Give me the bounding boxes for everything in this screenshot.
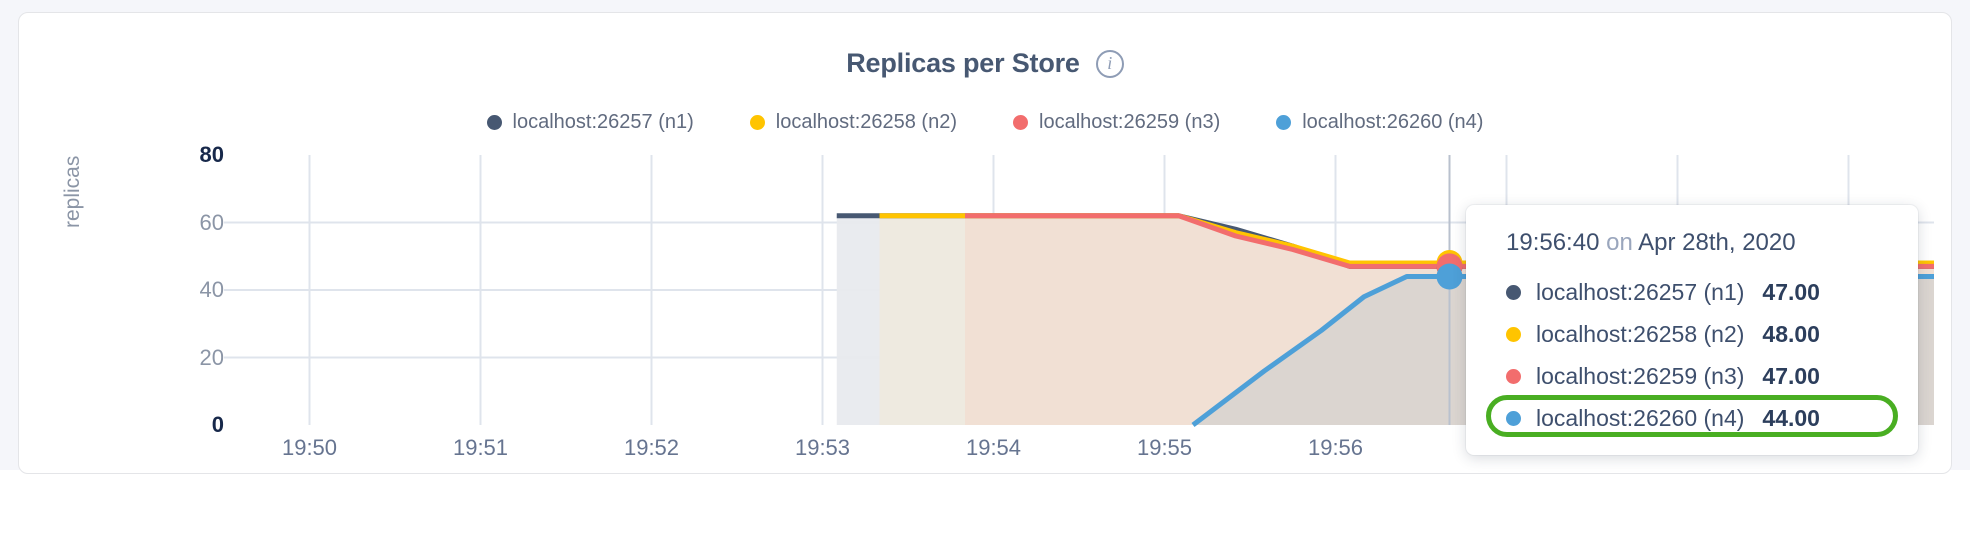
y-axis-ticks: 0 20 40 60 80 xyxy=(19,13,224,475)
tooltip-series-dot-icon xyxy=(1506,284,1521,300)
tooltip-series-label: localhost:26260 (n4) xyxy=(1536,404,1745,431)
tooltip-row: localhost:26259 (n3) 47.00 xyxy=(1466,355,1918,397)
chart-header: Replicas per Store i xyxy=(19,48,1951,79)
y-axis-tick-label: 80 xyxy=(199,142,224,167)
tooltip-series-dot-icon xyxy=(1506,410,1521,426)
legend-label: localhost:26258 (n2) xyxy=(775,111,957,133)
y-axis-tick-label: 60 xyxy=(199,209,224,235)
legend-label: localhost:26260 (n4) xyxy=(1302,111,1484,133)
x-axis-tick-label: 19:50 xyxy=(281,435,338,460)
tooltip-rows: localhost:26257 (n1) 47.00 localhost:26258… xyxy=(1466,271,1918,439)
legend-item-n1[interactable]: localhost:26257 (n1) xyxy=(486,111,694,134)
y-axis-tick-label: 40 xyxy=(199,277,224,302)
page-title: Replicas per Store xyxy=(846,48,1080,78)
x-axis-tick-label: 19:51 xyxy=(452,435,509,460)
tooltip-series-label: localhost:26258 (n2) xyxy=(1536,320,1745,347)
legend-dot-icon xyxy=(749,115,765,130)
tooltip-series-label: localhost:26257 (n1) xyxy=(1536,278,1745,305)
tooltip-series-value: 48.00 xyxy=(1762,320,1820,347)
x-axis-tick-label: 19:54 xyxy=(965,435,1022,460)
tooltip-row: localhost:26257 (n1) 47.00 xyxy=(1466,271,1918,313)
x-axis-tick-label: 19:56 xyxy=(1307,435,1364,460)
tooltip-row: localhost:26258 (n2) 48.00 xyxy=(1466,313,1918,355)
legend-label: localhost:26259 (n3) xyxy=(1039,111,1221,133)
tooltip-on-word: on xyxy=(1606,229,1633,256)
tooltip-date: Apr 28th, 2020 xyxy=(1638,229,1796,256)
x-axis-tick-label: 19:53 xyxy=(794,435,851,460)
tooltip-row: localhost:26260 (n4) 44.00 xyxy=(1466,395,1918,439)
tooltip-series-value: 47.00 xyxy=(1762,278,1820,305)
y-axis-tick-label: 0 xyxy=(211,412,224,437)
legend-item-n3[interactable]: localhost:26259 (n3) xyxy=(1013,111,1220,134)
tooltip-series-dot-icon xyxy=(1506,326,1521,342)
x-axis-tick-label: 19:52 xyxy=(623,435,680,460)
x-axis-tick-label: 19:55 xyxy=(1136,435,1193,460)
y-axis-tick-label: 20 xyxy=(199,344,224,370)
hover-tooltip: 19:56:40 on Apr 28th, 2020 localhost:262… xyxy=(1466,205,1918,455)
legend-item-n4[interactable]: localhost:26260 (n4) xyxy=(1276,111,1483,134)
tooltip-time: 19:56:40 xyxy=(1506,229,1600,256)
tooltip-timestamp: 19:56:40 on Apr 28th, 2020 xyxy=(1466,223,1918,271)
tooltip-series-dot-icon xyxy=(1506,368,1521,384)
tooltip-series-value: 44.00 xyxy=(1762,404,1820,431)
hover-point-4 xyxy=(1436,263,1463,290)
info-icon[interactable]: i xyxy=(1095,49,1124,78)
legend-label: localhost:26257 (n1) xyxy=(512,111,694,133)
chart-legend: localhost:26257 (n1) localhost:26258 (n2… xyxy=(19,111,1951,134)
legend-dot-icon xyxy=(486,115,502,130)
tooltip-series-label: localhost:26259 (n3) xyxy=(1536,362,1745,389)
legend-dot-icon xyxy=(1013,115,1028,130)
chart-card: Replicas per Store i localhost:26257 (n1… xyxy=(18,12,1952,474)
legend-item-n2[interactable]: localhost:26258 (n2) xyxy=(749,111,957,134)
legend-dot-icon xyxy=(1276,115,1292,130)
tooltip-series-value: 47.00 xyxy=(1762,362,1820,389)
